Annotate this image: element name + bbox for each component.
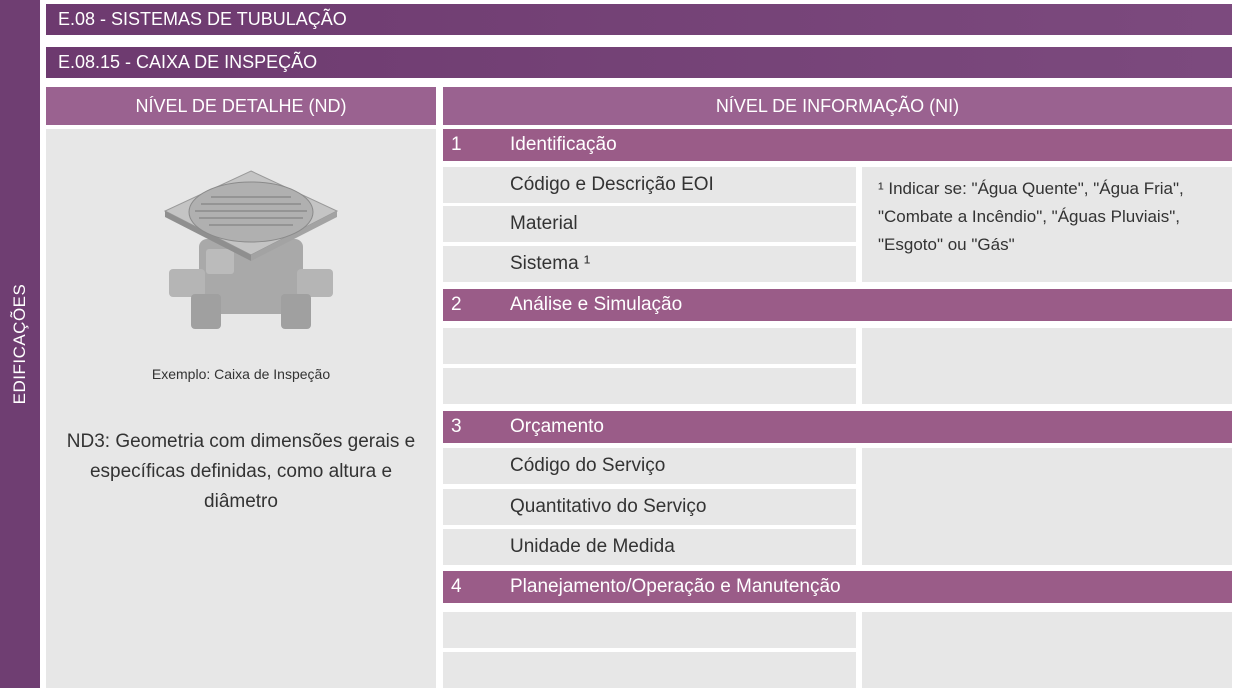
info-item: Quantitativo do Serviço bbox=[443, 489, 856, 525]
section-header: 3 Orçamento bbox=[443, 411, 1232, 443]
empty-box bbox=[862, 612, 1232, 688]
detail-description: ND3: Geometria com dimensões gerais e es… bbox=[66, 431, 416, 512]
section-title: Identificação bbox=[510, 134, 617, 155]
product-image bbox=[163, 170, 339, 329]
empty-box bbox=[862, 448, 1232, 565]
info-item: Sistema ¹ bbox=[443, 246, 856, 282]
section-number: 4 bbox=[451, 576, 462, 597]
info-item: Código e Descrição EOI bbox=[443, 167, 856, 203]
section-header: 4 Planejamento/Operação e Manutenção bbox=[443, 571, 1232, 603]
side-label: EDIFICAÇÕES bbox=[10, 283, 29, 405]
side-bar: EDIFICAÇÕES bbox=[0, 0, 40, 688]
section-note: ¹ Indicar se: "Água Quente", "Água Fria"… bbox=[862, 167, 1232, 282]
section-title: Orçamento bbox=[510, 416, 604, 437]
section-number: 3 bbox=[451, 416, 462, 437]
image-caption: Exemplo: Caixa de Inspeção bbox=[151, 366, 331, 382]
section-number: 2 bbox=[451, 294, 462, 315]
empty-row bbox=[443, 328, 856, 364]
section-header: 1 Identificação bbox=[443, 129, 1232, 161]
info-item: Material bbox=[443, 206, 856, 242]
empty-row bbox=[443, 652, 856, 688]
column-header: NÍVEL DE DETALHE (ND) bbox=[46, 87, 436, 125]
info-item: Unidade de Medida bbox=[443, 529, 856, 565]
column-header: NÍVEL DE INFORMAÇÃO (NI) bbox=[443, 87, 1232, 125]
section-number: 1 bbox=[451, 134, 462, 155]
section-header: 2 Análise e Simulação bbox=[443, 289, 1232, 321]
empty-box bbox=[862, 328, 1232, 404]
section-title: Planejamento/Operação e Manutenção bbox=[510, 576, 841, 597]
section-title: Análise e Simulação bbox=[510, 294, 683, 315]
info-item: Código do Serviço bbox=[443, 448, 856, 484]
header-title: E.08 - SISTEMAS DE TUBULAÇÃO bbox=[46, 4, 1232, 35]
detail-panel: Exemplo: Caixa de Inspeção ND3: Geometri… bbox=[46, 129, 436, 688]
header-subtitle: E.08.15 - CAIXA DE INSPEÇÃO bbox=[46, 47, 1232, 78]
empty-row bbox=[443, 368, 856, 404]
empty-row bbox=[443, 612, 856, 648]
